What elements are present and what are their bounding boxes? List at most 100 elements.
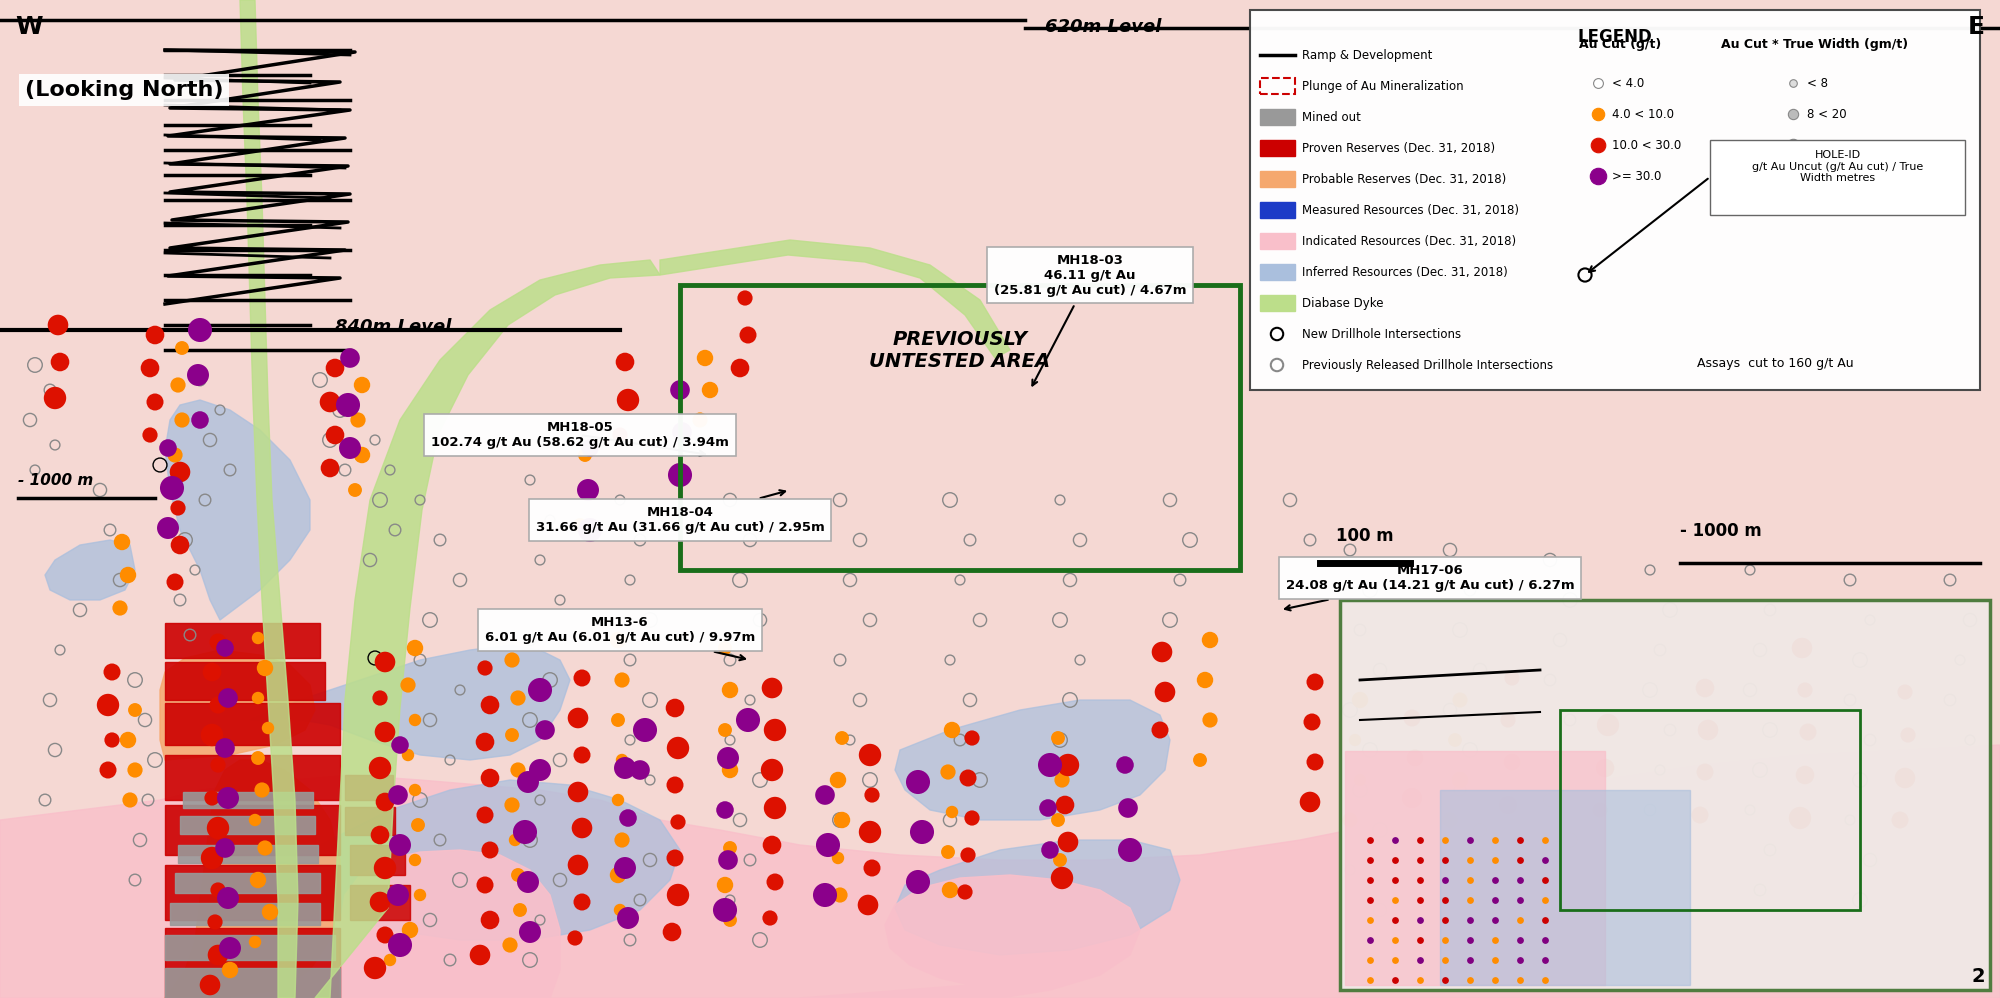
Point — [1144, 722, 1176, 738]
Point — [166, 340, 198, 356]
Point — [1834, 812, 1866, 828]
Point — [1428, 852, 1460, 868]
Point — [210, 840, 240, 856]
Point — [512, 874, 544, 890]
Point — [1534, 552, 1566, 568]
Point — [712, 750, 744, 766]
Point — [514, 952, 546, 968]
Point — [184, 322, 216, 338]
Point — [44, 642, 76, 658]
Point — [1844, 892, 1876, 908]
Point — [1428, 932, 1460, 948]
Point — [1454, 872, 1486, 888]
Text: Diabase Dyke: Diabase Dyke — [1302, 296, 1384, 309]
Point — [612, 910, 644, 926]
Point — [834, 732, 866, 748]
Point — [1046, 772, 1078, 788]
Text: HOLE-ID
g/t Au Uncut (g/t Au cut) / True
Width metres: HOLE-ID g/t Au Uncut (g/t Au cut) / True… — [1752, 150, 1924, 184]
Point — [202, 947, 234, 963]
Point — [708, 640, 740, 656]
Point — [444, 872, 476, 888]
Point — [1404, 832, 1436, 848]
Point — [544, 752, 576, 768]
Point — [1582, 137, 1614, 153]
Point — [1744, 762, 1776, 778]
Text: - 1000 m: - 1000 m — [1680, 522, 1762, 540]
Point — [1554, 592, 1586, 608]
Point — [1334, 812, 1366, 828]
Point — [106, 534, 138, 550]
Point — [168, 532, 200, 548]
Point — [1464, 822, 1496, 838]
Point — [824, 492, 856, 508]
Bar — [1260, 140, 1296, 156]
Point — [1380, 912, 1412, 928]
Point — [112, 567, 144, 583]
Text: Au Cut (g/t): Au Cut (g/t) — [1578, 38, 1662, 51]
Text: < 8: < 8 — [1808, 77, 1828, 90]
Point — [608, 760, 640, 776]
Point — [1528, 952, 1560, 968]
Point — [404, 887, 436, 903]
Point — [534, 512, 566, 528]
Point — [1428, 872, 1460, 888]
Point — [494, 937, 526, 953]
Point — [1354, 872, 1386, 888]
Point — [514, 832, 546, 848]
Point — [34, 382, 66, 398]
Point — [1654, 722, 1686, 738]
Point — [414, 712, 446, 728]
Point — [808, 887, 842, 903]
Point — [756, 680, 788, 696]
Bar — [350, 845, 404, 875]
Point — [664, 382, 696, 398]
Point — [606, 672, 638, 688]
Point — [514, 632, 546, 648]
Point — [606, 752, 638, 768]
Bar — [164, 755, 340, 800]
Point — [1464, 662, 1496, 678]
Point — [346, 447, 378, 463]
Point — [1892, 727, 1924, 743]
Point — [1164, 572, 1196, 588]
Polygon shape — [316, 260, 660, 998]
Text: 10.0 < 30.0: 10.0 < 30.0 — [1612, 139, 1682, 152]
Point — [360, 432, 392, 448]
Point — [1404, 892, 1436, 908]
Point — [404, 652, 436, 668]
Point — [200, 914, 230, 930]
Point — [132, 792, 164, 808]
Text: E: E — [1968, 15, 1984, 39]
Point — [1380, 832, 1412, 848]
Point — [134, 360, 166, 376]
Point — [1688, 764, 1720, 780]
Bar — [1560, 710, 1860, 910]
Point — [1496, 754, 1528, 770]
Point — [320, 427, 352, 443]
Point — [94, 522, 126, 538]
Point — [1480, 952, 1512, 968]
Point — [120, 702, 152, 718]
Point — [156, 480, 188, 496]
Text: PREVIOUSLY
UNTESTED AREA: PREVIOUSLY UNTESTED AREA — [870, 329, 1050, 370]
Point — [400, 640, 432, 656]
Point — [1480, 932, 1512, 948]
Point — [400, 852, 432, 868]
Point — [40, 743, 72, 758]
Point — [180, 562, 212, 578]
Text: Indicated Resources (Dec. 31, 2018): Indicated Resources (Dec. 31, 2018) — [1302, 235, 1516, 248]
Point — [1064, 652, 1096, 668]
Point — [1834, 692, 1866, 708]
Point — [1174, 532, 1206, 548]
Point — [714, 682, 746, 698]
Point — [1544, 632, 1576, 648]
Point — [1034, 842, 1066, 858]
Point — [1400, 750, 1432, 766]
Point — [96, 732, 128, 748]
Point — [1854, 732, 1886, 748]
Point — [756, 837, 788, 853]
Point — [524, 912, 556, 928]
Point — [756, 762, 788, 778]
Point — [1364, 902, 1396, 918]
Point — [1354, 852, 1386, 868]
